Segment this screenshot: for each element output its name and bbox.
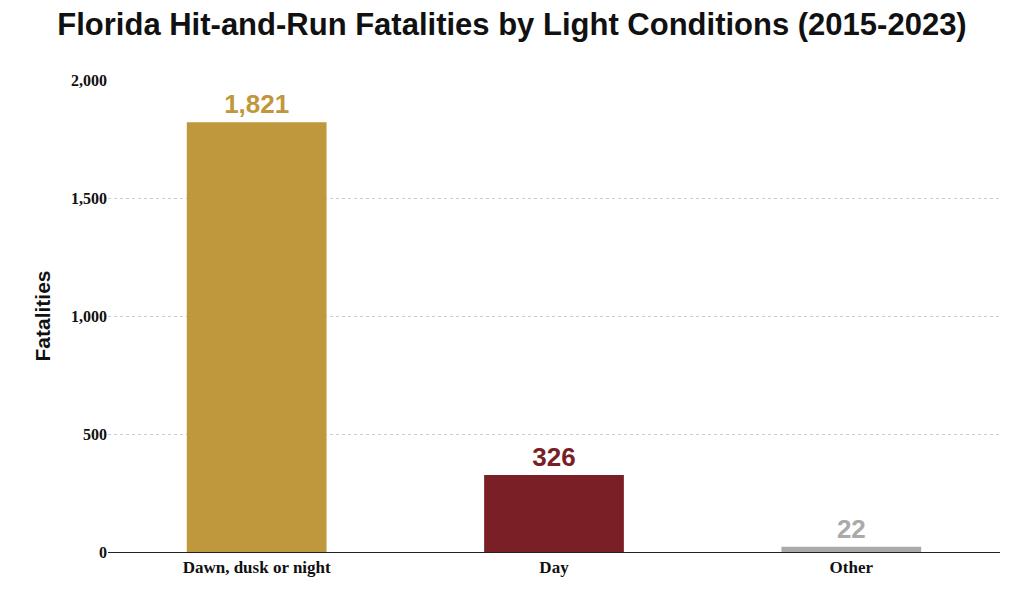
svg-text:Dawn, dusk or night: Dawn, dusk or night <box>183 558 331 577</box>
svg-text:Other: Other <box>830 558 874 577</box>
svg-text:2,000: 2,000 <box>71 72 107 89</box>
svg-text:1,500: 1,500 <box>71 190 107 207</box>
svg-text:500: 500 <box>83 426 107 443</box>
svg-text:22: 22 <box>837 514 866 544</box>
svg-text:Day: Day <box>539 558 569 577</box>
svg-text:Fatalities: Fatalities <box>31 270 54 361</box>
svg-text:1,000: 1,000 <box>71 308 107 325</box>
svg-text:1,821: 1,821 <box>224 89 289 119</box>
svg-text:326: 326 <box>532 442 575 472</box>
svg-text:Florida Hit-and-Run Fatalities: Florida Hit-and-Run Fatalities by Light … <box>57 7 966 42</box>
svg-text:0: 0 <box>99 544 107 561</box>
